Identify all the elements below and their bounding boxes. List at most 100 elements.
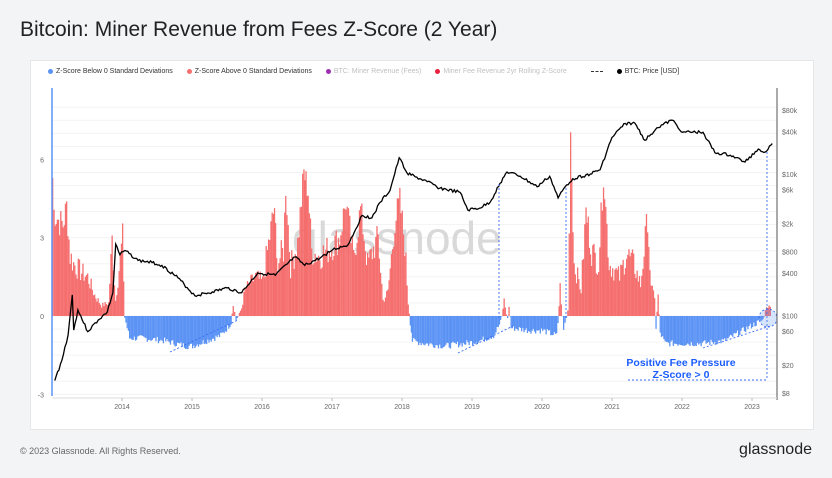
- zscore-bar-positive: [105, 303, 107, 316]
- zscore-bar-positive: [383, 301, 385, 316]
- zscore-bar-positive: [335, 230, 337, 316]
- zscore-bar-positive: [56, 219, 59, 316]
- zscore-bar-negative: [490, 316, 492, 339]
- zscore-bar-negative: [210, 316, 212, 342]
- zscore-bar-positive: [764, 310, 767, 316]
- zscore-bar-positive: [267, 239, 270, 316]
- zscore-bar-negative: [719, 316, 721, 341]
- zscore-bar-positive: [74, 265, 76, 316]
- zscore-bar-positive: [588, 247, 591, 316]
- zscore-bar-negative: [416, 316, 419, 342]
- zscore-bar-negative: [220, 316, 222, 333]
- zscore-bar-negative: [193, 316, 195, 346]
- legend-item-rolling-zscore[interactable]: Miner Fee Revenue 2yr Rolling Z-Score: [435, 68, 567, 75]
- zscore-bar-positive: [315, 261, 317, 316]
- zscore-bar-negative: [415, 316, 417, 341]
- zscore-bar-negative: [176, 316, 179, 343]
- zscore-bar-positive: [658, 314, 660, 316]
- zscore-bar-positive: [89, 288, 91, 316]
- y-left-tick-label: 6: [40, 157, 44, 164]
- zscore-bar-negative: [732, 316, 734, 337]
- zscore-bar-negative: [495, 316, 497, 333]
- zscore-bar-negative: [564, 316, 566, 323]
- zscore-bar-negative: [149, 316, 151, 340]
- zscore-bar-positive: [580, 293, 582, 316]
- zscore-bar-negative: [563, 316, 565, 330]
- zscore-bar-negative: [152, 316, 155, 339]
- zscore-bar-positive: [306, 196, 308, 316]
- zscore-bar-positive: [302, 173, 304, 316]
- zscore-bar-negative: [181, 316, 183, 347]
- zscore-bar-positive: [342, 208, 345, 316]
- zscore-bar-negative: [425, 316, 427, 344]
- zscore-bar-negative: [722, 316, 725, 340]
- zscore-bar-positive: [637, 281, 639, 316]
- zscore-bar-positive: [76, 278, 78, 316]
- zscore-bar-negative: [739, 316, 741, 335]
- zscore-bar-positive: [328, 251, 331, 316]
- zscore-bar-negative: [451, 316, 453, 343]
- zscore-bar-negative: [178, 316, 180, 343]
- zscore-bar-negative: [469, 316, 471, 342]
- zscore-bar-positive: [84, 276, 86, 316]
- zscore-bar-negative: [449, 316, 452, 349]
- zscore-bar-negative: [659, 316, 661, 333]
- zscore-bar-positive: [319, 260, 321, 316]
- trend-line-2019: [457, 324, 516, 354]
- zscore-bar-positive: [239, 310, 242, 316]
- zscore-bar-negative: [688, 316, 690, 345]
- zscore-bar-negative: [727, 316, 729, 339]
- legend-item-above-zero[interactable]: Z-Score Above 0 Standard Deviations: [186, 68, 312, 75]
- zscore-bar-negative: [171, 316, 173, 341]
- zscore-bar-positive: [407, 304, 409, 316]
- zscore-bar-negative: [726, 316, 728, 339]
- zscore-bar-negative: [426, 316, 429, 344]
- zscore-bar-positive: [260, 278, 263, 316]
- zscore-bar-negative: [465, 316, 467, 345]
- zscore-bar-negative: [434, 316, 436, 349]
- zscore-bar-positive: [357, 236, 359, 316]
- zscore-bar-negative: [146, 316, 149, 342]
- zscore-bar-positive: [607, 257, 609, 316]
- zscore-bar-positive: [630, 252, 632, 316]
- zscore-bar-negative: [151, 316, 153, 340]
- price-line: [54, 119, 773, 381]
- copyright: © 2023 Glassnode. All Rights Reserved.: [20, 446, 181, 456]
- zscore-bar-negative: [705, 316, 707, 344]
- legend-item-btc-price[interactable]: BTC: Price [USD]: [616, 68, 679, 75]
- zscore-bar-negative: [538, 316, 540, 331]
- zscore-bar-positive: [273, 208, 276, 316]
- zscore-bar-positive: [390, 254, 393, 316]
- zscore-bar-positive: [331, 250, 333, 316]
- zscore-bar-positive: [258, 278, 260, 316]
- zscore-bar-positive: [90, 278, 92, 316]
- zscore-bar-negative: [448, 316, 450, 348]
- zscore-bar-positive: [291, 250, 293, 316]
- zscore-bar-negative: [759, 316, 761, 320]
- y-left-tick-label: 3: [40, 236, 44, 243]
- zscore-bar-positive: [570, 132, 572, 316]
- zscore-bar-negative: [549, 316, 551, 331]
- zscore-bar-negative: [472, 316, 474, 346]
- zscore-bar-positive: [399, 187, 401, 316]
- zscore-bar-negative: [670, 316, 672, 342]
- zscore-bar-negative: [715, 316, 717, 345]
- zscore-bar-positive: [292, 258, 294, 316]
- zscore-bar-positive: [117, 287, 119, 316]
- legend-item-miner-revenue-fees[interactable]: BTC: Miner Revenue (Fees): [325, 68, 421, 75]
- zscore-bar-negative: [460, 316, 462, 344]
- zscore-bar-negative: [675, 316, 677, 344]
- zscore-bar-negative: [201, 316, 203, 344]
- zscore-bar-positive: [308, 213, 310, 316]
- zscore-bar-positive: [250, 274, 252, 316]
- zscore-bar-positive: [654, 298, 656, 316]
- zscore-bar-negative: [159, 316, 161, 342]
- y-right-tick-label: $80k: [782, 108, 798, 115]
- zscore-bar-positive: [594, 252, 596, 316]
- zscore-bar-positive: [586, 222, 588, 316]
- zscore-bar-negative: [213, 316, 215, 339]
- legend-item-dashed[interactable]: [590, 71, 603, 72]
- zscore-bar-negative: [137, 316, 139, 337]
- legend-item-below-zero[interactable]: Z-Score Below 0 Standard Deviations: [48, 68, 173, 75]
